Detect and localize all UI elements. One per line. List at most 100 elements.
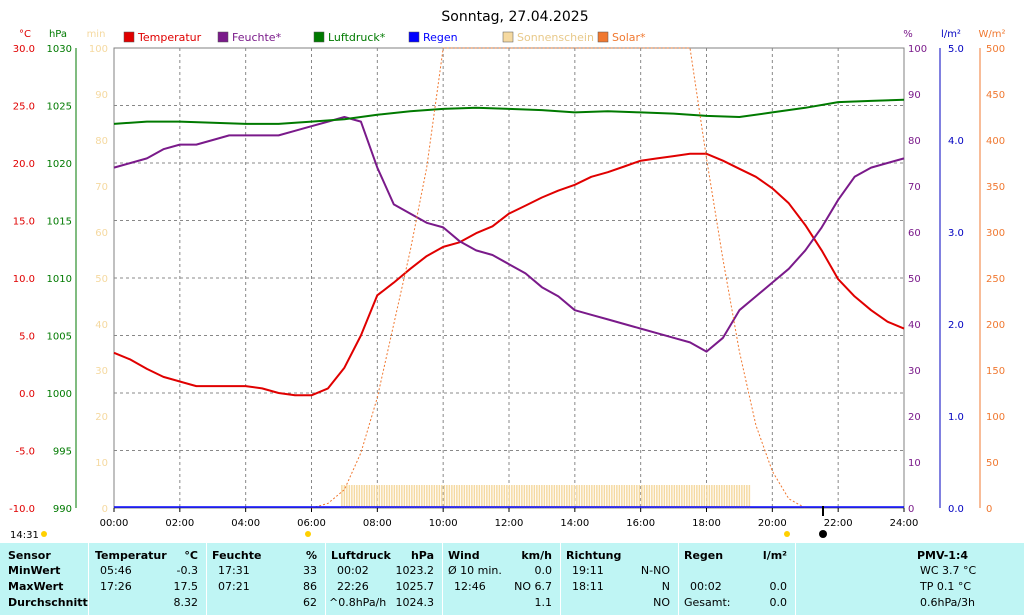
sunshine-bar (611, 485, 613, 508)
sunshine-bar (553, 485, 556, 508)
y-tick-pressure: 1005 (47, 332, 72, 343)
sunshine-bar (631, 485, 633, 508)
legend-swatch (502, 31, 514, 43)
sunshine-bar (341, 485, 343, 508)
sunshine-bar (548, 485, 551, 508)
sunshine-bar (653, 485, 656, 508)
sunshine-bar (543, 485, 546, 508)
sunshine-bar (728, 485, 731, 508)
stats-col-wind: Wind km/h Ø 10 min. 0.0 12:46 NO 6.7 1.1 (442, 543, 560, 615)
sunshine-bar (476, 485, 478, 508)
sunshine-bar (343, 485, 346, 508)
stats-press-header: Luftdruck (331, 549, 391, 562)
sunshine-bar (561, 485, 563, 508)
sunshine-bar (578, 485, 581, 508)
sunshine-bar (518, 485, 521, 508)
sunshine-bar (538, 485, 541, 508)
y-tick-solar: 300 (986, 228, 1005, 239)
sunshine-bar (738, 485, 741, 508)
stats-label-min: MinWert (8, 564, 61, 577)
solar-line (311, 47, 806, 509)
unit-minutes: min (87, 29, 106, 40)
sunshine-bar (401, 485, 403, 508)
stats-hum-max-time: 07:21 (218, 580, 250, 593)
stats-press-max-val: 1025.7 (395, 580, 435, 593)
y-tick-pressure: 1000 (47, 389, 72, 400)
statistics-panel: Sensor MinWert MaxWert Durchschnitt Temp… (0, 543, 1024, 615)
sunshine-bar (521, 485, 523, 508)
stats-label-max: MaxWert (8, 580, 64, 593)
stats-col-rain: Regen l/m² 00:02 0.0 Gesamt: 0.0 (678, 543, 795, 615)
sunshine-bar (713, 485, 716, 508)
sunshine-bar (698, 485, 701, 508)
sunshine-bar (386, 485, 388, 508)
sunshine-bar (463, 485, 466, 508)
sunshine-bar (363, 485, 366, 508)
stats-hum-max-val: 86 (303, 580, 317, 593)
sunshine-bar (601, 485, 603, 508)
sunshine-bar (743, 485, 746, 508)
unit-percent: % (903, 29, 913, 40)
sunshine-bar (571, 485, 573, 508)
sunshine-bar (633, 485, 636, 508)
stats-press-unit: hPa (410, 549, 434, 562)
sunshine-bar (613, 485, 616, 508)
sunshine-bar (646, 485, 648, 508)
stats-hum-unit: % (305, 549, 317, 562)
temperature-line (113, 152, 905, 397)
sunshine-bar (453, 485, 456, 508)
sunshine-bar (583, 485, 586, 508)
sunshine-bar (626, 485, 628, 508)
stats-dir-header: Richtung (566, 549, 622, 562)
stats-col-sensor: Sensor MinWert MaxWert Durchschnitt (0, 543, 88, 615)
y-tick-solar: 100 (986, 412, 1005, 423)
y-tick-temp: 5.0 (19, 332, 35, 343)
y-tick-minutes: 0 (102, 504, 108, 515)
sunshine-bar (546, 485, 548, 508)
sunshine-bar (608, 485, 611, 508)
y-tick-humidity: 20 (908, 412, 921, 423)
y-tick-solar: 50 (986, 458, 999, 469)
sunshine-bar (591, 485, 593, 508)
sunshine-bar (348, 485, 351, 508)
sunshine-bar (423, 485, 426, 508)
y-tick-minutes: 10 (95, 458, 108, 469)
stats-temp-header: Temperatur (95, 549, 167, 562)
sunshine-bar (716, 485, 718, 508)
legend-label: Feuchte* (232, 31, 282, 44)
sunshine-bar (391, 485, 393, 508)
sunshine-bar (681, 485, 683, 508)
x-tick-label: 06:00 (297, 518, 326, 529)
sunshine-bars (341, 485, 751, 508)
legend-swatch (217, 31, 229, 43)
sunrise-dot (305, 531, 311, 537)
y-axes: 30.025.020.015.010.05.00.0-5.0-10.010301… (9, 44, 1005, 515)
sunshine-bar (433, 485, 436, 508)
sunshine-bar (678, 485, 681, 508)
sunshine-bar (688, 485, 691, 508)
stats-col-humidity: Feuchte % 17:31 33 07:21 86 62 (206, 543, 325, 615)
sunshine-bar (531, 485, 533, 508)
sunshine-bar (576, 485, 578, 508)
sunshine-bar (383, 485, 386, 508)
sunshine-bar (483, 485, 486, 508)
y-tick-rain: 0.0 (948, 504, 964, 515)
sunshine-bar (741, 485, 743, 508)
sunshine-bar (358, 485, 361, 508)
sunshine-bar (648, 485, 651, 508)
unit-rain: l/m² (941, 29, 961, 40)
y-tick-pressure: 1015 (47, 217, 72, 228)
stats-wind-row1-label: Ø 10 min. (448, 564, 502, 577)
sunshine-bar (746, 485, 748, 508)
sunshine-bar (656, 485, 658, 508)
stats-dir-avg: NO (653, 596, 670, 609)
sunshine-bar (658, 485, 661, 508)
stats-hum-avg: 62 (303, 596, 317, 609)
y-tick-solar: 500 (986, 44, 1005, 55)
sunshine-bar (506, 485, 508, 508)
y-tick-humidity: 60 (908, 228, 921, 239)
stats-press-min-val: 1023.2 (395, 564, 435, 577)
stats-press-avg: 1024.3 (395, 596, 435, 609)
legend-label: Temperatur (137, 31, 202, 44)
sunshine-bar (706, 485, 708, 508)
